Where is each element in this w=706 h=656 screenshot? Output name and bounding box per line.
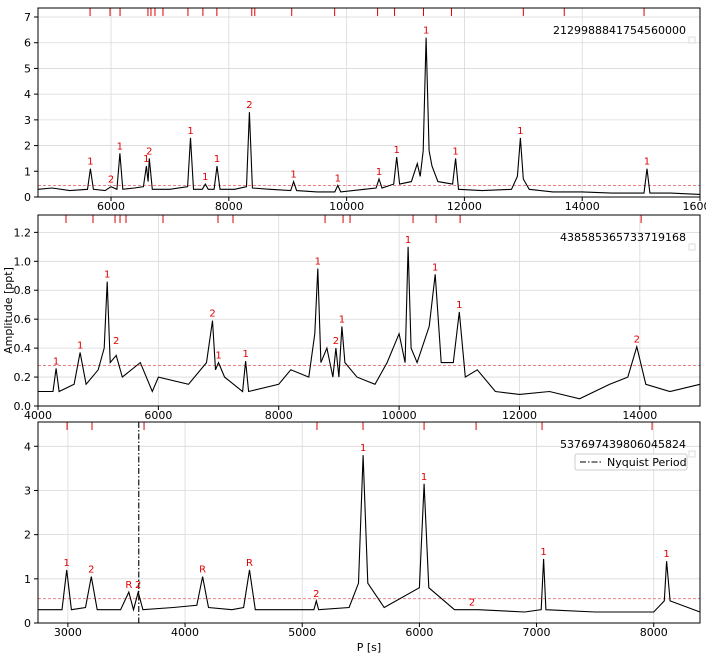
mode-label: 1 [315, 257, 321, 268]
legend-frame [574, 453, 688, 471]
mode-label: 1 [644, 157, 650, 168]
x-tick-label: 16000 [683, 200, 706, 213]
y-tick-label: 1 [24, 165, 31, 178]
mode-label: 1 [432, 262, 438, 273]
x-tick-label: 12000 [502, 409, 537, 422]
y-tick-label: 1.2 [14, 226, 32, 239]
x-tick-label: 5000 [288, 626, 316, 639]
mode-label: R [125, 580, 132, 591]
mode-label: 2 [88, 565, 94, 576]
mode-label: R [246, 558, 253, 569]
mode-label: 1 [290, 170, 296, 181]
mode-label: 1 [215, 351, 221, 362]
x-tick-label: 14000 [565, 200, 600, 213]
x-tick-label: 6000 [405, 626, 433, 639]
y-tick-label: 7 [24, 11, 31, 24]
mode-label: 1 [456, 300, 462, 311]
x-tick-label: 3000 [54, 626, 82, 639]
y-tick-label: 0.4 [14, 342, 32, 355]
x-tick-label: 4000 [171, 626, 199, 639]
y-tick-label: 2 [24, 529, 31, 542]
mode-label: 1 [517, 126, 523, 137]
x-tick-label: 6000 [97, 200, 125, 213]
legend-label: 2129988841754560000 [553, 24, 686, 37]
y-tick-label: 1 [24, 573, 31, 586]
legend-marker [688, 450, 696, 458]
mode-label: 1 [393, 145, 399, 156]
mode-label: 1 [87, 157, 93, 168]
x-tick-label: 6000 [144, 409, 172, 422]
x-tick-label: 10000 [329, 200, 364, 213]
y-tick-label: 5 [24, 62, 31, 75]
legend-label: 537697439806045824 [560, 438, 686, 451]
mode-label: R [199, 565, 206, 576]
y-tick-label: 0 [24, 617, 31, 630]
y-tick-label: 0.0 [14, 400, 32, 413]
mode-label: 1 [77, 340, 83, 351]
x-tick-label: 4000 [24, 409, 52, 422]
mode-label: 1 [405, 235, 411, 246]
legend-label: 438585365733719168 [560, 231, 686, 244]
x-tick-label: 14000 [622, 409, 657, 422]
mode-label: 2 [209, 309, 215, 320]
mode-label: 1 [360, 443, 366, 454]
mode-label: 1 [423, 26, 429, 37]
x-tick-label: 10000 [382, 409, 417, 422]
legend-marker [688, 36, 696, 44]
mode-label: 1 [202, 172, 208, 183]
legend-label: Nyquist Period [607, 456, 687, 469]
mode-label: 1 [242, 349, 248, 360]
axes-frame [37, 7, 701, 198]
y-tick-label: 2 [24, 140, 31, 153]
mode-label: 1 [339, 314, 345, 325]
y-tick-label: 0.6 [14, 313, 32, 326]
mode-label: 1 [64, 558, 70, 569]
x-tick-label: 8000 [215, 200, 243, 213]
mode-label: 1 [335, 173, 341, 184]
axes-frame [37, 421, 701, 624]
y-tick-label: 0.8 [14, 284, 32, 297]
y-tick-label: 6 [24, 37, 31, 50]
mode-label: 1 [452, 146, 458, 157]
mode-label: 2 [135, 580, 141, 591]
mode-label: 1 [376, 167, 382, 178]
mode-label: 1 [143, 154, 149, 165]
y-tick-label: 0.2 [14, 371, 32, 384]
mode-label: 2 [108, 175, 114, 186]
x-tick-label: 8000 [265, 409, 293, 422]
mode-label: 2 [313, 589, 319, 600]
x-tick-label: 8000 [640, 626, 668, 639]
y-tick-label: 3 [24, 114, 31, 127]
mode-label: 1 [540, 547, 546, 558]
mode-label: 2 [113, 336, 119, 347]
mode-label: 1 [104, 270, 110, 281]
spectrum-line [37, 37, 701, 195]
y-tick-label: 0 [24, 191, 31, 204]
mode-label: 2 [246, 100, 252, 111]
x-tick-label: 7000 [523, 626, 551, 639]
y-tick-label: 1.0 [14, 255, 32, 268]
mode-label: 1 [421, 472, 427, 483]
mode-label: 1 [53, 356, 59, 367]
mode-label: 1 [187, 126, 193, 137]
mode-label: 1 [663, 549, 669, 560]
spectrum-line [38, 455, 701, 613]
axes-frame [37, 214, 701, 407]
y-tick-label: 3 [24, 484, 31, 497]
y-tick-label: 4 [24, 88, 31, 101]
mode-label: 1 [117, 141, 123, 152]
y-axis-label: Amplitude [ppt] [2, 267, 15, 354]
mode-label: 2 [469, 598, 475, 609]
mode-label: 2 [146, 146, 152, 157]
mode-label: 1 [214, 154, 220, 165]
x-axis-label: P [s] [357, 641, 381, 654]
x-tick-label: 12000 [447, 200, 482, 213]
spectrum-line [38, 246, 701, 400]
legend-marker [688, 243, 696, 251]
mode-label: 2 [634, 335, 640, 346]
y-tick-label: 4 [24, 440, 31, 453]
mode-label: 2 [333, 336, 339, 347]
